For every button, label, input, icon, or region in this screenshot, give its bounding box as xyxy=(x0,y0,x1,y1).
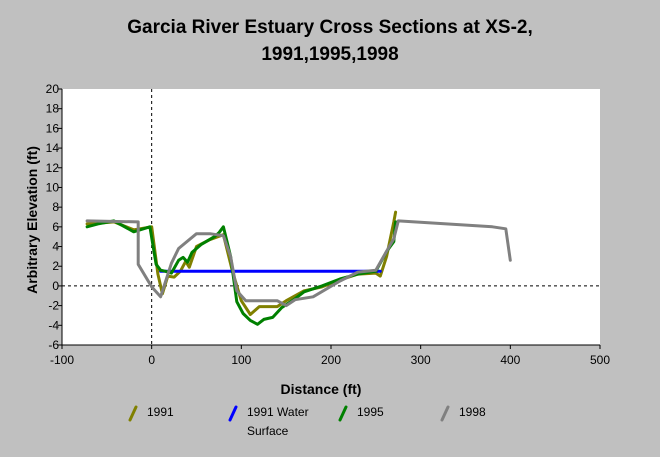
legend-swatch-1991 xyxy=(128,405,138,422)
legend-swatch-1998 xyxy=(440,405,450,422)
chart-title-line-1: Garcia River Estuary Cross Sections at X… xyxy=(127,17,533,38)
x-tick-label: -100 xyxy=(50,353,74,367)
legend-label-1991-water-surface-line1: 1991 Water xyxy=(247,405,309,419)
y-tick-label: -4 xyxy=(48,318,59,332)
y-tick-label: -6 xyxy=(48,338,59,352)
x-tick-label: 500 xyxy=(590,353,610,367)
y-tick-label: 14 xyxy=(46,141,60,155)
x-axis-title: Distance (ft) xyxy=(281,381,362,397)
series-line-1998 xyxy=(85,219,512,308)
legend: 1991 1991 Water Surface 1995 1998 xyxy=(128,405,486,438)
x-tick-label: 300 xyxy=(411,353,431,367)
legend-label-1991: 1991 xyxy=(147,405,174,419)
y-tick-label: 16 xyxy=(46,121,60,135)
y-tick-label: 20 xyxy=(46,82,60,96)
chart-title-line-2: 1991,1995,1998 xyxy=(261,44,399,65)
y-tick-label: 4 xyxy=(52,240,59,254)
y-tick-label: 0 xyxy=(52,279,59,293)
x-tick-label: 400 xyxy=(500,353,520,367)
y-axis-title: Arbitrary Elevation (ft) xyxy=(24,146,40,294)
y-tick-label: 12 xyxy=(46,161,60,175)
x-tick-label: 0 xyxy=(148,353,155,367)
legend-label-1991-water-surface-line2: Surface xyxy=(247,424,289,438)
y-tick-label: -2 xyxy=(48,299,59,313)
legend-label-1995: 1995 xyxy=(357,405,384,419)
legend-swatch-1995 xyxy=(338,405,348,422)
x-tick-label: 200 xyxy=(321,353,341,367)
y-tick-label: 2 xyxy=(52,259,59,273)
y-tick-label: 10 xyxy=(46,180,60,194)
y-tick-label: 18 xyxy=(46,102,60,116)
legend-swatch-1991-water-surface xyxy=(228,405,238,422)
y-tick-label: 8 xyxy=(52,200,59,214)
y-tick-label: 6 xyxy=(52,220,59,234)
legend-label-1998: 1998 xyxy=(459,405,486,419)
plot-area xyxy=(62,89,600,345)
chart-title: Garcia River Estuary Cross Sections at X… xyxy=(0,14,660,68)
x-tick-label: 100 xyxy=(231,353,251,367)
